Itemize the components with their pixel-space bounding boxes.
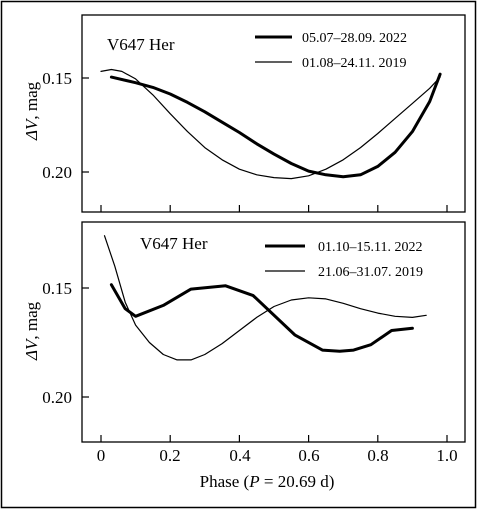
top-series-group bbox=[100, 68, 442, 180]
top-ytick-label-0.20: 0.20 bbox=[42, 163, 72, 182]
top-legend-label-2: 01.08–24.11. 2019 bbox=[302, 56, 406, 71]
top-star-label: V647 Her bbox=[107, 35, 175, 54]
x-axis-label: Phase (P = 20.69 d) bbox=[200, 472, 335, 491]
bottom-ylabel-unit: , mag bbox=[22, 301, 41, 339]
xtick-label-0: 0 bbox=[97, 446, 106, 465]
bottom-series-line-2 bbox=[103, 235, 427, 361]
xtick-label-0.2: 0.2 bbox=[159, 446, 180, 465]
bottom-series-line-1 bbox=[109, 283, 414, 353]
bottom-ytick-label-0.20: 0.20 bbox=[42, 388, 72, 407]
xtick-label-0.8: 0.8 bbox=[367, 446, 388, 465]
bottom-ticks bbox=[82, 287, 448, 442]
top-panel: V647 Her 05.07–28.09. 2022 01.08–24.11. … bbox=[22, 14, 466, 213]
bottom-ylabel-symbol: ΔV bbox=[22, 337, 41, 361]
bottom-ylabel: ΔV, mag bbox=[22, 301, 41, 361]
bottom-ytick-label-0.15: 0.15 bbox=[42, 279, 72, 298]
x-axis-label-prefix: Phase ( bbox=[200, 472, 250, 491]
top-series-line-1 bbox=[109, 72, 442, 179]
x-axis-label-suffix: = 20.69 d) bbox=[260, 472, 335, 491]
top-ylabel: ΔV, mag bbox=[22, 81, 41, 141]
xtick-label-0.4: 0.4 bbox=[229, 446, 251, 465]
bottom-star-label: V647 Her bbox=[140, 234, 208, 253]
xtick-label-0.6: 0.6 bbox=[298, 446, 319, 465]
top-ylabel-symbol: ΔV bbox=[22, 117, 41, 141]
bottom-plot-frame bbox=[81, 221, 466, 443]
bottom-legend-label-1: 01.10–15.11. 2022 bbox=[318, 240, 422, 255]
top-plot-frame bbox=[81, 14, 466, 213]
bottom-panel: V647 Her 01.10–15.11. 2022 21.06–31.07. … bbox=[22, 221, 466, 491]
top-series-line-2 bbox=[100, 68, 441, 180]
x-axis-label-symbol: P bbox=[248, 472, 259, 491]
bottom-series-group bbox=[103, 235, 427, 361]
top-legend-label-1: 05.07–28.09. 2022 bbox=[302, 31, 407, 46]
top-ticks bbox=[82, 77, 448, 212]
top-ylabel-unit: , mag bbox=[22, 81, 41, 119]
xtick-label-1.0: 1.0 bbox=[436, 446, 457, 465]
bottom-legend-label-2: 21.06–31.07. 2019 bbox=[318, 265, 423, 280]
top-ytick-label-0.15: 0.15 bbox=[42, 69, 72, 88]
